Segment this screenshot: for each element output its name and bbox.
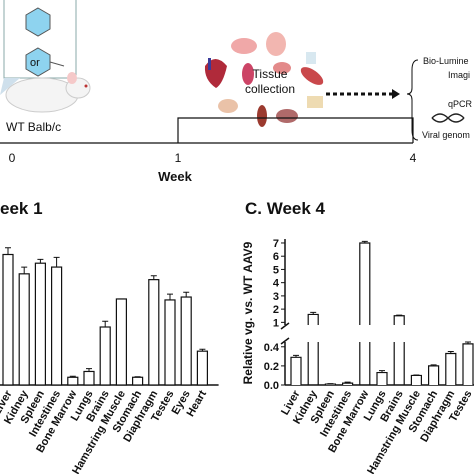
bar — [445, 352, 457, 385]
y-axis — [280, 239, 290, 385]
tissue-label: Tissue — [253, 67, 288, 81]
readout: Bio-Lumine — [423, 56, 469, 66]
y-tick-label: 6 — [273, 251, 279, 263]
timeline-tick: 1 — [175, 151, 182, 165]
error-bar — [293, 354, 299, 358]
tissue-label: collection — [245, 82, 295, 96]
or-label: or — [30, 57, 40, 69]
bar — [359, 242, 371, 385]
bar — [290, 356, 302, 385]
error-bar — [465, 341, 471, 344]
bar — [180, 296, 192, 386]
readout: Imagi — [448, 70, 470, 80]
y-tick-label: 4 — [273, 278, 280, 290]
timeline-label: Week — [158, 169, 192, 184]
bar — [83, 370, 95, 386]
error-bar — [86, 368, 92, 372]
bar — [307, 313, 319, 385]
y-tick-label: 5 — [273, 264, 279, 276]
bar — [50, 266, 63, 386]
timeline-tick: 4 — [410, 151, 417, 165]
timeline-tick: 0 — [9, 151, 16, 165]
bar — [2, 253, 14, 386]
y-tick-label: 1 — [273, 317, 279, 329]
bar — [148, 279, 160, 386]
bar — [34, 262, 47, 386]
bar — [342, 382, 354, 385]
bar — [462, 343, 474, 385]
mouse — [5, 72, 91, 113]
bar — [410, 374, 422, 385]
error-bar — [396, 314, 403, 316]
error-bar — [344, 381, 351, 384]
arrow-head — [392, 89, 400, 99]
error-bar — [37, 258, 44, 264]
bar — [376, 371, 388, 385]
y-tick-label: 0.4 — [264, 342, 280, 354]
bar — [132, 376, 144, 386]
bar — [115, 298, 128, 386]
bar — [393, 315, 405, 385]
error-bar — [53, 256, 60, 268]
organs — [204, 32, 324, 127]
y-tick-label: 3 — [273, 291, 279, 303]
panel-title: C. Week 4 — [245, 199, 326, 218]
error-bar — [5, 247, 11, 255]
error-bar — [102, 320, 109, 327]
injection-box — [0, 0, 77, 95]
error-bar — [310, 311, 317, 315]
bar — [324, 383, 336, 385]
error-bar — [150, 275, 157, 280]
error-bar — [447, 351, 454, 354]
bar — [196, 350, 208, 386]
bar — [164, 299, 176, 386]
readout: qPCR — [448, 99, 473, 109]
error-bar — [430, 364, 437, 366]
bar — [428, 365, 440, 385]
y-tick-label: 0.2 — [264, 361, 279, 373]
y-tick-label: 2 — [273, 304, 279, 316]
error-bar — [167, 293, 173, 300]
dna-icon — [431, 113, 465, 123]
y-tick-label: 0.0 — [264, 380, 279, 392]
error-bar — [69, 375, 76, 378]
error-bar — [361, 240, 368, 243]
error-bar — [183, 291, 190, 298]
y-tick-label: 7 — [273, 238, 279, 250]
bar — [18, 273, 30, 386]
timeline — [0, 117, 414, 144]
y-axis-label: Relative vg. vs. WT AAV9 — [241, 241, 255, 384]
error-bar — [379, 370, 385, 373]
error-bar — [199, 348, 206, 352]
bar — [99, 326, 111, 386]
readout: Viral genom — [422, 130, 470, 140]
error-bar — [21, 266, 28, 274]
panel-title: eek 1 — [0, 199, 43, 218]
bar — [67, 376, 79, 386]
strain-label: WT Balb/c — [6, 120, 61, 134]
bracket — [406, 59, 419, 141]
